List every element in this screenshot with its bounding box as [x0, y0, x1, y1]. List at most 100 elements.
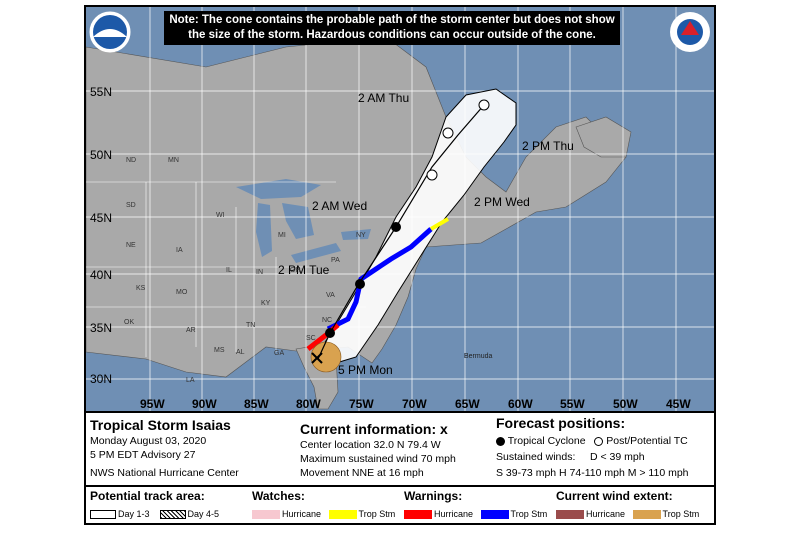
- state-label: NC: [322, 317, 333, 324]
- state-label: MI: [278, 232, 286, 239]
- lon-label-70: 70W: [402, 397, 427, 411]
- note-line-1: Note: The cone contains the probable pat…: [169, 14, 615, 26]
- lake-ontario: [341, 229, 371, 240]
- wind-trop-label: Trop Stm: [662, 509, 700, 519]
- current-info-title: Current information: x: [300, 421, 448, 437]
- post-tc-circle-icon: [594, 436, 604, 446]
- lake-michigan: [256, 203, 272, 257]
- watches-row: Hurricane Trop Stm: [252, 509, 396, 520]
- storm-advisory: 5 PM EDT Advisory 27: [90, 449, 196, 461]
- watch-hurricane-swatch-icon: [252, 510, 280, 520]
- lon-label-65: 65W: [455, 397, 480, 411]
- tropical-cyclone-dot-icon: [496, 436, 505, 446]
- trop-storm-watch-coast: [429, 217, 450, 231]
- warn-trop-label: Trop Stm: [510, 509, 548, 519]
- lon-label-50: 50W: [613, 397, 638, 411]
- state-label: IA: [176, 247, 183, 254]
- watch-hurricane-label: Hurricane: [282, 509, 322, 519]
- forecast-point-mon-night: [325, 328, 335, 338]
- state-label: WI: [216, 212, 225, 219]
- lon-label-80: 80W: [296, 397, 321, 411]
- day45-label: Day 4-5: [187, 509, 220, 519]
- forecast-point-tue: [355, 279, 365, 289]
- day13-label: Day 1-3: [118, 509, 150, 519]
- wind-extent-row: Hurricane Trop Stm: [556, 509, 700, 520]
- forecast-point-wed: [391, 222, 401, 232]
- state-label: SC: [306, 335, 316, 342]
- bermuda-label: Bermuda: [464, 353, 493, 360]
- state-label: NY: [356, 232, 366, 239]
- info-panel: Tropical Storm Isaias Monday August 03, …: [86, 411, 714, 487]
- lat-lon-grid: [86, 7, 714, 411]
- time-label-wed-2am: 2 AM Wed: [312, 199, 368, 213]
- map-canvas: [86, 7, 714, 411]
- current-movement: Movement NNE at 16 mph: [300, 467, 424, 479]
- state-label: OK: [124, 319, 135, 326]
- warn-trop-swatch-icon: [480, 510, 509, 520]
- map: Note: The cone contains the probable pat…: [86, 7, 714, 411]
- state-label: MN: [168, 157, 179, 164]
- forecast-point-wed-pm: [426, 169, 438, 181]
- newfoundland-land: [575, 116, 632, 158]
- lat-label-40: 40N: [90, 268, 113, 282]
- state-label: IN: [256, 269, 263, 276]
- warnings-row: Hurricane Trop Stm: [404, 509, 548, 520]
- state-label: KY: [261, 300, 271, 307]
- storm-issuer: NWS National Hurricane Center: [90, 467, 239, 479]
- lon-label-90: 90W: [192, 397, 217, 411]
- state-label: NE: [126, 242, 136, 249]
- state-label: LA: [186, 377, 195, 384]
- current-marker: x: [440, 421, 448, 437]
- legend-panel: Potential track area: Day 1-3 Day 4-5 Wa…: [86, 485, 714, 523]
- forecast-points: [325, 99, 490, 338]
- state-borders: [86, 181, 366, 357]
- day45-swatch-icon: [159, 510, 186, 520]
- wind-hurricane-swatch-icon: [556, 510, 584, 520]
- forecast-point-thu-pm: [478, 99, 490, 111]
- time-label-mon-5pm: 5 PM Mon: [338, 363, 393, 377]
- state-label: TN: [246, 322, 256, 329]
- post-tc-label: Post/Potential TC: [606, 435, 688, 447]
- lat-label-45: 45N: [90, 211, 113, 225]
- noaa-logo-icon: [89, 11, 131, 53]
- note-line-2: the size of the storm. Hazardous conditi…: [188, 29, 596, 41]
- nws-logo-icon: [670, 12, 710, 52]
- tc-label: Tropical Cyclone: [507, 435, 586, 447]
- current-position-x-icon: [311, 352, 323, 364]
- graphic-frame: Note: The cone contains the probable pat…: [84, 5, 716, 525]
- watches-title: Watches:: [252, 489, 305, 503]
- wind-extent-title: Current wind extent:: [556, 489, 673, 503]
- wind-trop-swatch-icon: [632, 510, 661, 520]
- state-label: MS: [214, 347, 225, 354]
- warnings-title: Warnings:: [404, 489, 463, 503]
- state-label: KS: [136, 285, 146, 292]
- lake-erie: [291, 243, 341, 263]
- state-label: VA: [326, 292, 335, 299]
- storm-name: Tropical Storm Isaias: [90, 417, 231, 433]
- time-label-thu-2pm: 2 PM Thu: [522, 139, 574, 153]
- lake-superior: [236, 179, 321, 199]
- watch-trop-swatch-icon: [328, 510, 357, 520]
- watch-trop-label: Trop Stm: [358, 509, 396, 519]
- state-label: AL: [236, 349, 245, 356]
- state-label: OH: [290, 267, 301, 274]
- state-label: MO: [176, 289, 188, 296]
- forecast-point-thu: [442, 127, 454, 139]
- day13-swatch-icon: [90, 510, 116, 520]
- current-location: Center location 32.0 N 79.4 W: [300, 439, 441, 451]
- sustained-label: Sustained winds:: [496, 451, 576, 463]
- forecast-cone: [321, 88, 517, 364]
- state-label: ND: [126, 157, 137, 164]
- lon-label-85: 85W: [244, 397, 269, 411]
- state-label: SD: [126, 202, 136, 209]
- sustained-winds-row: Sustained winds: D < 39 mph: [496, 451, 645, 463]
- lon-label-45: 45W: [666, 397, 691, 411]
- lat-label-50: 50N: [90, 148, 113, 162]
- trop-storm-warning-coast: [326, 227, 433, 332]
- time-label-wed-2pm: 2 PM Wed: [474, 195, 530, 209]
- warn-hurricane-label: Hurricane: [434, 509, 474, 519]
- wind-hurricane-label: Hurricane: [586, 509, 626, 519]
- warn-hurricane-swatch-icon: [404, 510, 432, 520]
- storm-date: Monday August 03, 2020: [90, 435, 207, 447]
- current-wind: Maximum sustained wind 70 mph: [300, 453, 456, 465]
